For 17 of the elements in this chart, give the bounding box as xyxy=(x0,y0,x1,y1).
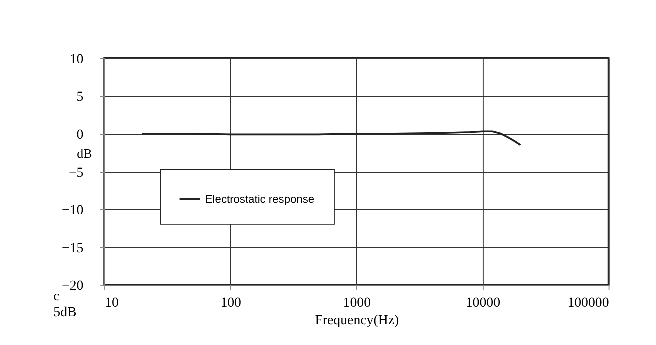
text: c xyxy=(54,290,60,305)
x-tick-label: 100 xyxy=(220,296,242,311)
y-tick-label: 10 xyxy=(70,52,84,68)
y-axis-title: dB xyxy=(77,146,92,161)
x-tick-label: 10000 xyxy=(466,296,501,311)
x-tick-label: 1000 xyxy=(343,296,372,311)
y-tick-label: 5 xyxy=(76,90,84,106)
y-tick-label: −5 xyxy=(68,166,84,181)
y-tick-label: −15 xyxy=(62,241,84,256)
y-tick-label: 0 xyxy=(76,128,84,143)
y-tick-label: −20 xyxy=(62,279,84,294)
x-axis-title: Frequency(Hz) xyxy=(315,313,400,328)
legend-label: Electrostatic response xyxy=(205,194,315,206)
x-tick-label: 100000 xyxy=(568,296,610,311)
text: 5dB xyxy=(54,305,77,320)
x-tick-label: 10 xyxy=(105,296,119,311)
y-tick-label: −10 xyxy=(62,204,84,219)
